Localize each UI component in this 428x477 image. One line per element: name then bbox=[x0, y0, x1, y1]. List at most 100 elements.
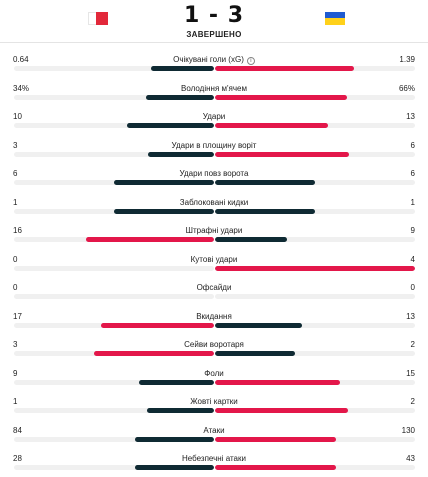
stat-home-bar bbox=[139, 379, 214, 385]
stat-label-text: Жовті картки bbox=[190, 397, 238, 406]
info-icon[interactable]: i bbox=[246, 57, 255, 65]
stat-home-value: 34% bbox=[13, 83, 30, 93]
stat-home-bar bbox=[94, 351, 214, 356]
stat-away-bar bbox=[215, 151, 349, 157]
stat-label-text: Небезпечні атаки bbox=[182, 454, 246, 463]
stat-away-track bbox=[215, 66, 415, 71]
stat-label: Жовті картки bbox=[0, 397, 428, 406]
stat-label-text: Удари bbox=[202, 112, 226, 121]
stat-away-value: 0 bbox=[410, 283, 415, 292]
stat-away-track bbox=[215, 322, 415, 328]
stat-row: 16 Штрафні удари 9 bbox=[0, 223, 428, 252]
stat-row: 0 Кутові удари 4 bbox=[0, 252, 428, 281]
stat-home-value: 1 bbox=[13, 197, 18, 207]
stat-away-bar bbox=[215, 180, 315, 185]
stat-away-value: 2 bbox=[410, 397, 415, 406]
stat-away-value: 15 bbox=[406, 368, 415, 378]
match-header: 1 - 3 ЗАВЕРШЕНО bbox=[0, 0, 428, 42]
stat-row: 34% Володіння м'ячем 66% bbox=[0, 81, 428, 110]
stat-home-bar bbox=[127, 123, 214, 128]
stat-home-bar bbox=[100, 322, 214, 328]
stat-label: Офсайди bbox=[0, 283, 428, 292]
stat-away-value: 6 bbox=[410, 140, 415, 150]
stat-away-track bbox=[215, 208, 415, 214]
header-divider bbox=[0, 42, 428, 43]
stat-label-text: Удари в площину воріт bbox=[171, 140, 257, 150]
stat-label: Небезпечні атаки bbox=[0, 454, 428, 463]
stat-row: 0 Офсайди 0 bbox=[0, 280, 428, 309]
stat-away-bar bbox=[215, 94, 347, 100]
stat-away-value: 2 bbox=[410, 340, 415, 349]
stat-row: 1 Заблоковані кидки 1 bbox=[0, 195, 428, 224]
stat-label: Сейви воротаря bbox=[0, 340, 428, 349]
stat-away-track bbox=[215, 237, 415, 242]
stat-label: Удари повз ворота bbox=[0, 169, 428, 178]
stat-home-track bbox=[14, 465, 214, 470]
stat-row: 6 Удари повз ворота 6 bbox=[0, 166, 428, 195]
stat-away-value: 13 bbox=[406, 112, 415, 121]
stat-home-bar bbox=[148, 151, 214, 157]
stat-row: 84 Атаки 130 bbox=[0, 423, 428, 452]
stat-home-track bbox=[14, 94, 214, 100]
stat-away-bar bbox=[215, 379, 340, 385]
stat-away-value: 1.39 bbox=[399, 55, 415, 64]
stat-home-track bbox=[14, 151, 214, 157]
stat-home-track bbox=[14, 294, 214, 299]
stat-row: 0.64 Очікувані голи (xG) i 1.39 bbox=[0, 52, 428, 81]
stat-home-value: 3 bbox=[13, 140, 18, 150]
stat-home-value: 0.64 bbox=[13, 55, 29, 64]
stats-list: 0.64 Очікувані голи (xG) i 1.39 34% Володіння… bbox=[0, 52, 428, 477]
stat-home-bar bbox=[135, 436, 214, 442]
stat-home-bar bbox=[146, 94, 214, 100]
stat-home-value: 28 bbox=[13, 454, 22, 463]
stat-away-track bbox=[215, 294, 415, 299]
stat-label-text: Сейви воротаря bbox=[184, 340, 244, 349]
malta-flag-icon[interactable] bbox=[88, 12, 108, 25]
stat-label: Удари в площину воріт bbox=[0, 141, 428, 150]
stat-away-value: 13 bbox=[406, 311, 415, 321]
stat-away-value: 43 bbox=[406, 454, 415, 463]
ukraine-flag-icon[interactable] bbox=[325, 12, 345, 25]
stat-away-bar bbox=[215, 408, 349, 413]
stat-home-bar bbox=[147, 408, 214, 413]
stat-label-text: Штрафні удари bbox=[185, 226, 243, 235]
stat-row: 9 Фоли 15 bbox=[0, 366, 428, 395]
stat-label: Фоли bbox=[0, 369, 428, 378]
stat-label: Очікувані голи (xG) i bbox=[0, 55, 428, 65]
stat-label: Володіння м'ячем bbox=[0, 84, 428, 93]
stat-away-track bbox=[215, 436, 415, 442]
stat-label-text: Очікувані голи (xG) bbox=[173, 55, 244, 64]
stat-home-value: 0 bbox=[13, 283, 18, 292]
stat-label: Атаки bbox=[0, 426, 428, 435]
stat-home-value: 84 bbox=[13, 425, 22, 435]
stat-away-value: 66% bbox=[398, 83, 415, 93]
stat-row: 3 Сейви воротаря 2 bbox=[0, 337, 428, 366]
stat-row: 3 Удари в площину воріт 6 bbox=[0, 138, 428, 167]
stat-home-track bbox=[14, 123, 214, 128]
stat-away-bar bbox=[215, 123, 328, 128]
stat-home-track bbox=[14, 66, 214, 71]
stat-away-track bbox=[215, 379, 415, 385]
stat-row: 28 Небезпечні атаки 43 bbox=[0, 451, 428, 477]
stat-label-text: Удари повз ворота bbox=[179, 169, 249, 178]
stat-label-text: Фоли bbox=[204, 368, 224, 378]
stat-home-value: 6 bbox=[13, 169, 18, 178]
stat-label-text: Заблоковані кидки bbox=[179, 197, 249, 207]
stat-home-bar bbox=[114, 180, 214, 185]
stat-away-value: 4 bbox=[410, 254, 415, 264]
stat-home-bar bbox=[151, 66, 214, 71]
stat-label-text: Кутові удари bbox=[190, 254, 238, 264]
match-status: ЗАВЕРШЕНО bbox=[186, 30, 242, 39]
stat-home-value: 16 bbox=[13, 226, 22, 235]
stat-label-text: Вкидання bbox=[196, 311, 232, 321]
stat-away-track bbox=[215, 180, 415, 185]
stat-label-text: Атаки bbox=[203, 425, 225, 435]
stat-home-value: 17 bbox=[13, 311, 22, 321]
stat-away-value: 9 bbox=[410, 226, 415, 235]
match-score: 1 - 3 bbox=[183, 3, 245, 28]
stat-home-bar bbox=[86, 237, 214, 242]
stat-away-track bbox=[215, 151, 415, 157]
stat-home-track bbox=[14, 208, 214, 214]
stat-away-track bbox=[215, 123, 415, 128]
stat-home-track bbox=[14, 436, 214, 442]
